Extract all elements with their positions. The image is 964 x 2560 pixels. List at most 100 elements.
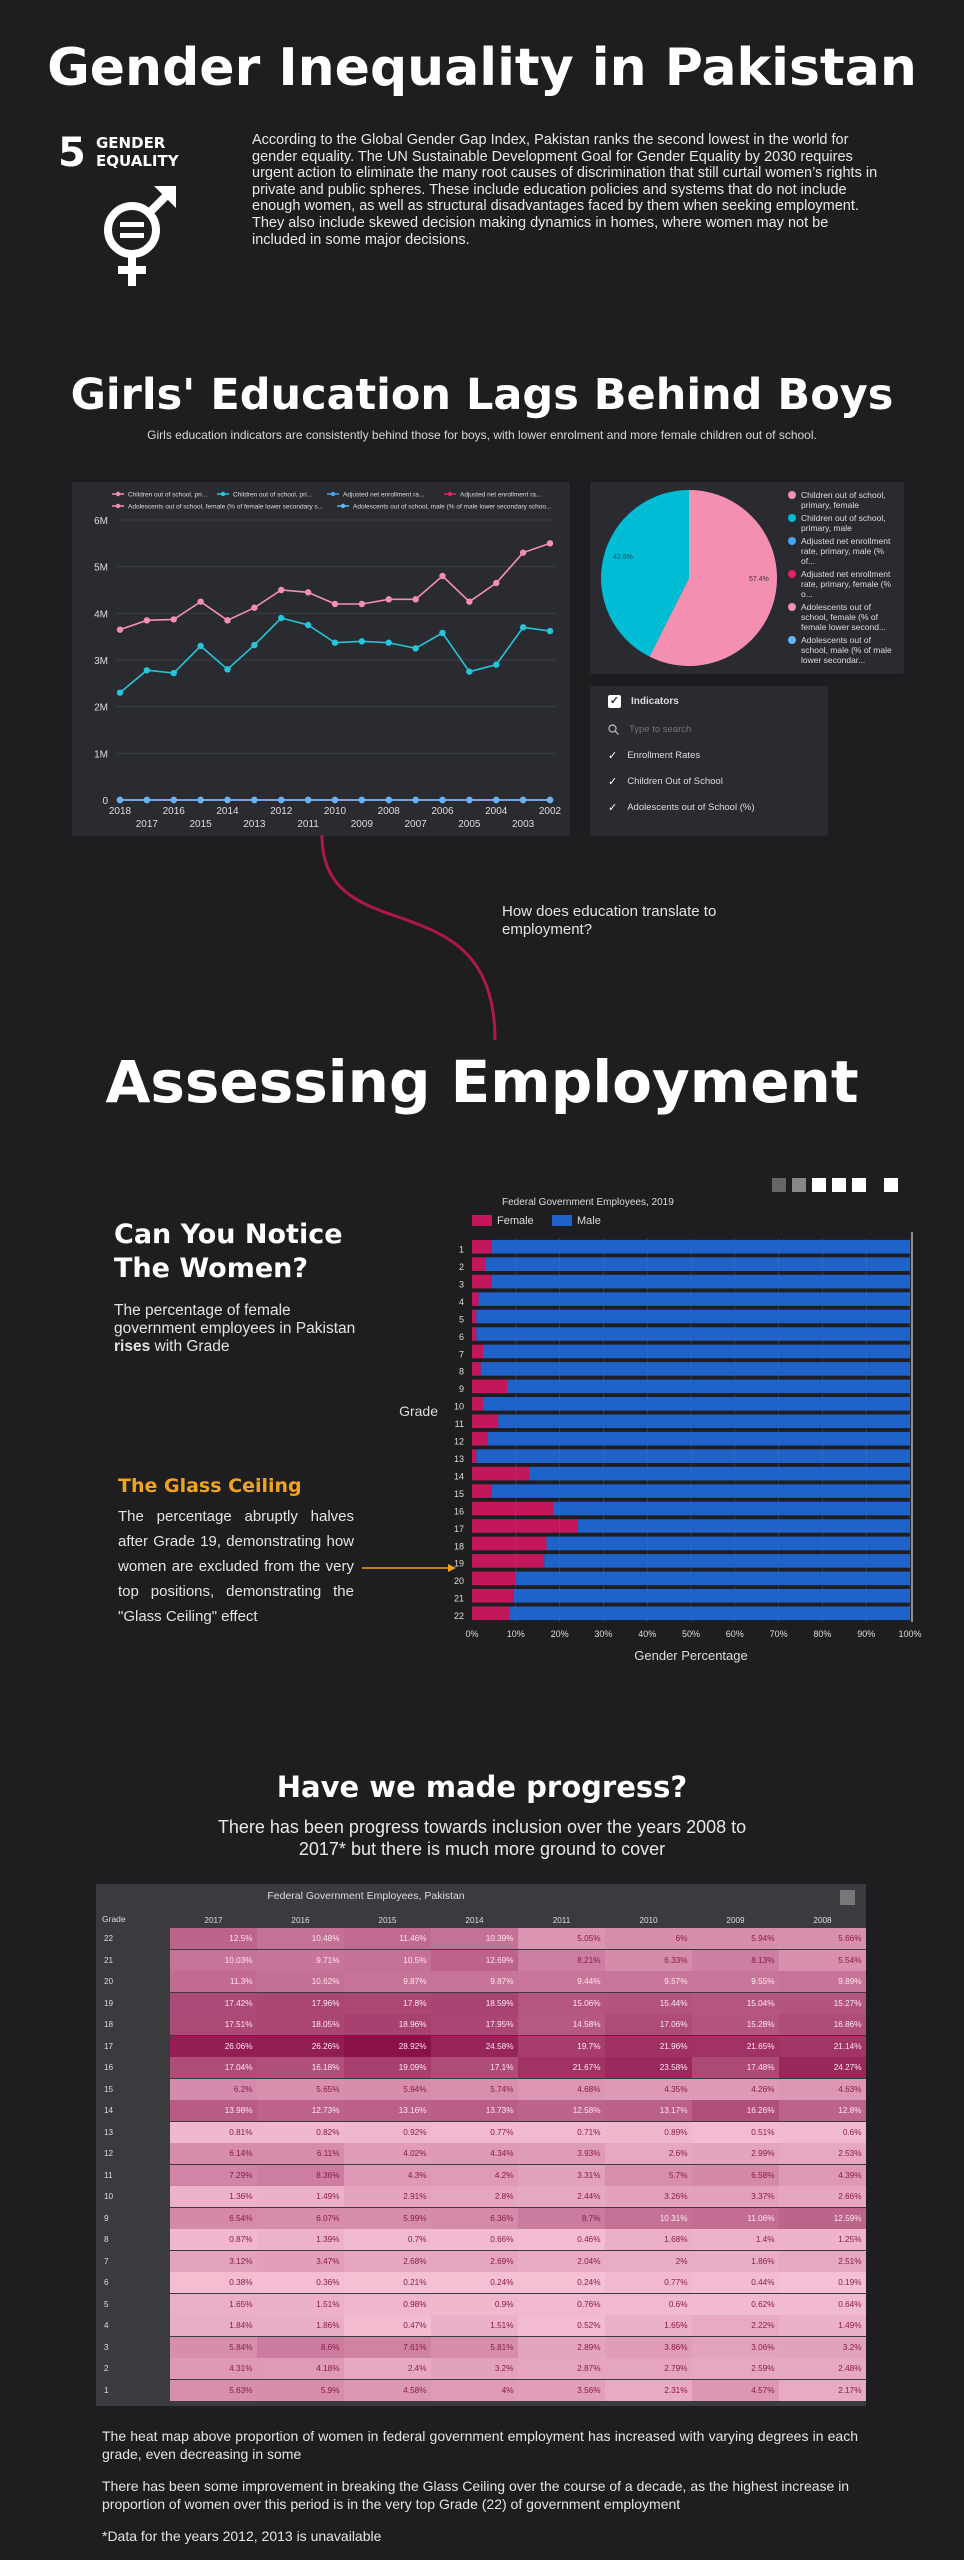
heatmap-cell[interactable]: 15.44%	[605, 1992, 692, 2014]
legend-label[interactable]: Adjusted net enrollment ra...	[460, 492, 541, 499]
data-point[interactable]	[197, 642, 204, 650]
heatmap-cell[interactable]: 2.66%	[779, 2186, 866, 2207]
heatmap-cell[interactable]: 1.49%	[257, 2186, 344, 2207]
heatmap-cell[interactable]: 4.57%	[692, 2379, 779, 2401]
data-point[interactable]	[304, 589, 312, 596]
heatmap-cell[interactable]: 1.51%	[431, 2315, 518, 2336]
heatmap-cell[interactable]: 5.54%	[779, 1949, 866, 1971]
heatmap-cell[interactable]: 12.59%	[779, 2207, 866, 2229]
pie-legend-item[interactable]: Adjusted net enrollment rate, primary, f…	[788, 569, 892, 599]
heatmap-cell[interactable]: 13.98%	[170, 2100, 257, 2121]
heatmap-cell[interactable]: 8.13%	[692, 1949, 779, 1971]
data-point[interactable]	[439, 629, 446, 637]
data-point[interactable]	[304, 621, 312, 629]
heatmap-cell[interactable]: 19.7%	[518, 2035, 605, 2057]
filter-search[interactable]	[590, 716, 828, 742]
heatmap-cell[interactable]: 0.77%	[431, 2121, 518, 2143]
heatmap-cell[interactable]: 14.58%	[518, 2014, 605, 2035]
data-point[interactable]	[251, 796, 258, 804]
heatmap-cell[interactable]: 26.26%	[257, 2035, 344, 2057]
heatmap-cell[interactable]: 2.53%	[779, 2143, 866, 2164]
data-point[interactable]	[143, 796, 151, 804]
data-point[interactable]	[143, 617, 151, 624]
data-point[interactable]	[493, 661, 500, 668]
heatmap-cell[interactable]: 0.64%	[779, 2293, 866, 2315]
heatmap-cell[interactable]: 17.42%	[170, 1992, 257, 2014]
bar-female[interactable]	[472, 1536, 547, 1551]
heatmap-cell[interactable]: 6.54%	[170, 2207, 257, 2229]
data-point[interactable]	[304, 796, 312, 804]
bar-male[interactable]	[498, 1414, 910, 1429]
heatmap-cell[interactable]: 1.4%	[692, 2229, 779, 2250]
data-point[interactable]	[439, 796, 446, 804]
heatmap-cell[interactable]: 0.21%	[344, 2272, 431, 2293]
heatmap-cell[interactable]: 9.71%	[257, 1949, 344, 1971]
heatmap-cell[interactable]: 0.66%	[431, 2229, 518, 2250]
heatmap-cell[interactable]: 2.87%	[518, 2358, 605, 2379]
heatmap-cell[interactable]: 0.6%	[779, 2121, 866, 2143]
toolbar-button[interactable]	[812, 1178, 826, 1192]
heatmap-cell[interactable]: 0.51%	[692, 2121, 779, 2143]
bar-female[interactable]	[472, 1414, 499, 1429]
data-point[interactable]	[251, 641, 258, 649]
heatmap-cell[interactable]: 21.67%	[518, 2057, 605, 2078]
data-point[interactable]	[197, 598, 204, 605]
bar-male[interactable]	[491, 1274, 910, 1289]
heatmap-cell[interactable]: 15.28%	[692, 2014, 779, 2035]
data-point[interactable]	[170, 669, 177, 677]
heatmap-cell[interactable]: 23.58%	[605, 2057, 692, 2078]
heatmap-cell[interactable]: 2.69%	[431, 2250, 518, 2272]
data-point[interactable]	[170, 796, 177, 804]
heatmap-cell[interactable]: 3.93%	[518, 2143, 605, 2164]
toolbar-button[interactable]	[852, 1178, 866, 1192]
heatmap-cell[interactable]: 10.62%	[257, 1971, 344, 1992]
data-point[interactable]	[278, 586, 285, 594]
heatmap-cell[interactable]: 5.81%	[431, 2336, 518, 2358]
heatmap-cell[interactable]: 1.86%	[692, 2250, 779, 2272]
heatmap-cell[interactable]: 16.26%	[692, 2100, 779, 2121]
heatmap-cell[interactable]: 2.91%	[344, 2186, 431, 2207]
pie-legend-item[interactable]: Children out of school, primary, female	[788, 490, 892, 510]
bar-male[interactable]	[544, 1554, 910, 1568]
data-point[interactable]	[224, 796, 231, 804]
heatmap-cell[interactable]: 12.73%	[257, 2100, 344, 2121]
heatmap-cell[interactable]: 4.35%	[605, 2078, 692, 2100]
heatmap-cell[interactable]: 0.62%	[692, 2293, 779, 2315]
heatmap-cell[interactable]: 10.03%	[170, 1949, 257, 1971]
bar-female[interactable]	[472, 1397, 483, 1411]
heatmap-cell[interactable]: 4.39%	[779, 2164, 866, 2186]
heatmap-cell[interactable]: 0.71%	[518, 2121, 605, 2143]
data-point[interactable]	[493, 796, 500, 804]
data-point[interactable]	[224, 666, 231, 673]
bar-male[interactable]	[487, 1431, 910, 1446]
data-point[interactable]	[116, 796, 124, 804]
heatmap-cell[interactable]: 13.73%	[431, 2100, 518, 2121]
heatmap-cell[interactable]: 0.36%	[257, 2272, 344, 2293]
bar-female[interactable]	[472, 1344, 483, 1359]
heatmap-cell[interactable]: 12.69%	[431, 1949, 518, 1971]
heatmap-cell[interactable]: 6%	[605, 1928, 692, 1949]
heatmap-cell[interactable]: 2%	[605, 2250, 692, 2272]
heatmap-cell[interactable]: 2.99%	[692, 2143, 779, 2164]
heatmap-cell[interactable]: 17.95%	[431, 2014, 518, 2035]
heatmap-cell[interactable]: 1.68%	[605, 2229, 692, 2250]
heatmap-cell[interactable]: 2.22%	[692, 2315, 779, 2336]
heatmap-cell[interactable]: 0.6%	[605, 2293, 692, 2315]
pie-legend-item[interactable]: Adjusted net enrollment rate, primary, m…	[788, 536, 892, 566]
checkbox-checked-icon[interactable]: ✓	[608, 694, 621, 708]
heatmap-cell[interactable]: 12.5%	[170, 1928, 257, 1949]
heatmap-cell[interactable]: 9.55%	[692, 1971, 779, 1992]
pie-legend-item[interactable]: Adolescents out of school, female (% of …	[788, 602, 892, 632]
heatmap-cell[interactable]: 6.14%	[170, 2143, 257, 2164]
heatmap-cell[interactable]: 4.31%	[170, 2358, 257, 2379]
heatmap-cell[interactable]: 0.76%	[518, 2293, 605, 2315]
heatmap-cell[interactable]: 1.25%	[779, 2229, 866, 2250]
heatmap-cell[interactable]: 5.94%	[344, 2078, 431, 2100]
heatmap-cell[interactable]: 17.8%	[344, 1992, 431, 2014]
bar-male[interactable]	[515, 1571, 910, 1586]
heatmap-cell[interactable]: 13.17%	[605, 2100, 692, 2121]
heatmap-cell[interactable]: 16.86%	[779, 2014, 866, 2035]
data-point[interactable]	[116, 689, 124, 696]
heatmap-cell[interactable]: 10.48%	[257, 1928, 344, 1949]
heatmap-cell[interactable]: 0.82%	[257, 2121, 344, 2143]
